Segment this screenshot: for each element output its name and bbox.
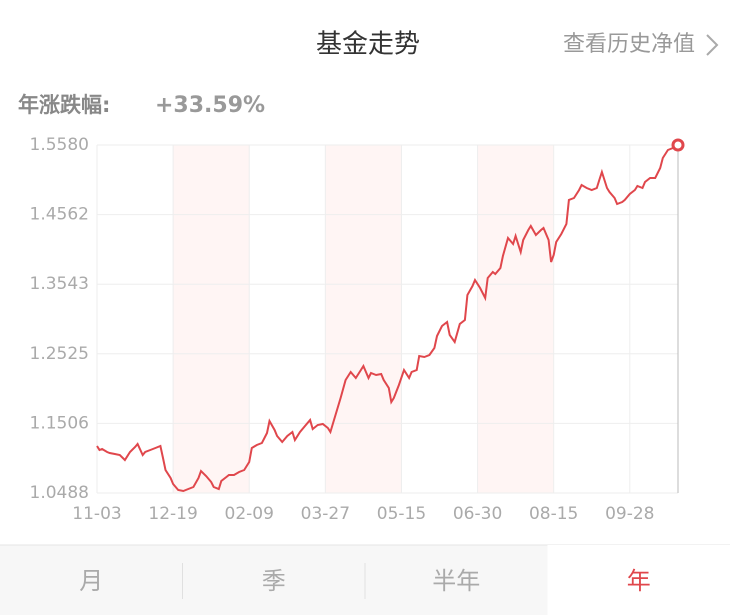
tab[interactable]: 年 <box>627 567 651 595</box>
x-tick-label: 05-15 <box>377 504 426 524</box>
chevron[interactable] <box>706 34 719 56</box>
change-label: 年涨跌幅: <box>18 93 110 117</box>
change-value: +33.59% <box>155 93 265 118</box>
line <box>96 144 679 493</box>
y-tick-label: 1.5580 <box>30 135 89 155</box>
tab[interactable]: 半年 <box>432 567 480 595</box>
x-tick-label: 02-09 <box>225 504 274 524</box>
band <box>477 145 554 493</box>
y-tick-label: 1.2525 <box>30 344 89 364</box>
x-tick-label: 03-27 <box>301 504 350 524</box>
page-title: 基金走势 <box>316 30 420 60</box>
tab-bar: 月 季 半年 年 <box>0 544 730 615</box>
band <box>325 145 402 493</box>
y-tick-label: 1.4562 <box>30 205 89 225</box>
tab[interactable]: 月 <box>79 567 103 595</box>
history-link[interactable]: 查看历史净值 <box>563 32 695 57</box>
end-marker <box>671 138 685 152</box>
x-tick-label: 12-19 <box>148 504 197 524</box>
x-tick-label: 06-30 <box>453 504 502 524</box>
x-tick-label: 11-03 <box>72 504 121 524</box>
y-tick-label: 1.3543 <box>30 274 89 294</box>
x-tick-label: 08-15 <box>529 504 578 524</box>
y-tick-label: 1.0488 <box>30 483 89 503</box>
x-tick-label: 09-28 <box>605 504 654 524</box>
y-tick-label: 1.1506 <box>30 413 89 433</box>
tab[interactable]: 季 <box>262 567 286 595</box>
band <box>173 145 250 493</box>
tab-active-bg <box>547 545 730 615</box>
chart: 1.0488 1.1506 1.2525 1.3543 1.4562 1.5580 11-0… <box>30 135 685 524</box>
